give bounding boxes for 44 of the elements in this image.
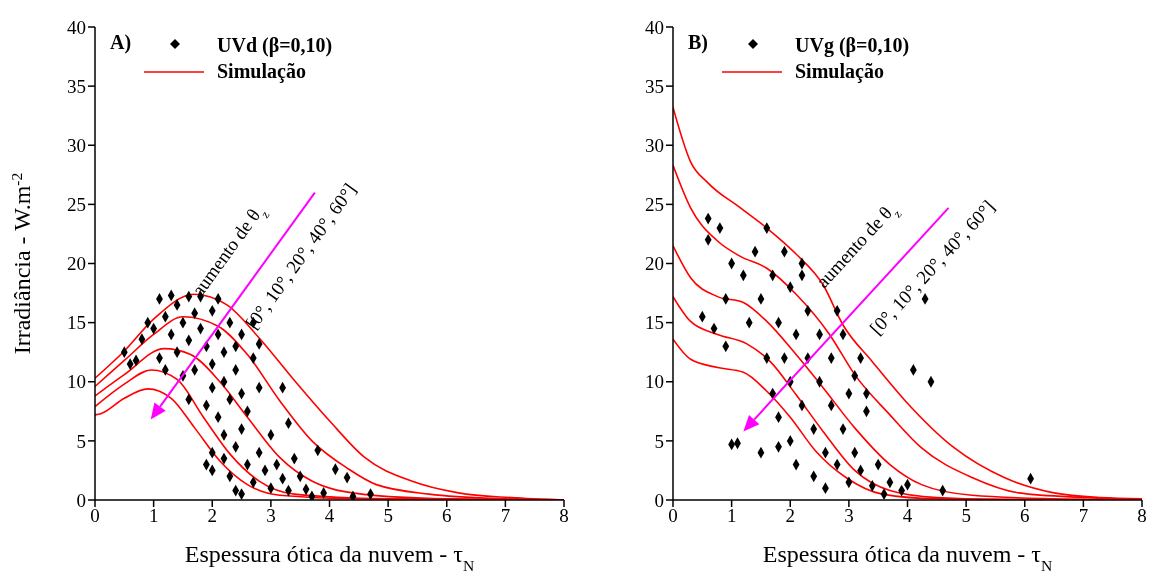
y-tick-label: 40 bbox=[645, 16, 664, 38]
y-tick-label: 15 bbox=[67, 312, 86, 334]
x-tick-label: 8 bbox=[1137, 505, 1147, 527]
y-tick-label: 10 bbox=[67, 371, 86, 393]
y-tick-label: 0 bbox=[654, 489, 664, 511]
x-tick-label: 4 bbox=[324, 505, 335, 527]
y-tick-label: 20 bbox=[67, 253, 86, 275]
y-tick-label: 5 bbox=[654, 430, 664, 452]
x-tick-label: 7 bbox=[500, 505, 511, 527]
y-tick-label: 10 bbox=[645, 371, 664, 393]
legend-label: Simulação bbox=[795, 60, 884, 83]
x-tick-label: 2 bbox=[785, 505, 795, 527]
x-tick-label: 2 bbox=[207, 505, 217, 527]
x-tick-label: 8 bbox=[559, 505, 569, 527]
legend-label: Simulação bbox=[217, 60, 306, 83]
y-tick-label: 40 bbox=[67, 16, 86, 38]
x-tick-label: 1 bbox=[726, 505, 737, 527]
y-tick-label: 35 bbox=[67, 75, 86, 97]
annotation: A) bbox=[110, 31, 132, 54]
y-tick-label: 25 bbox=[67, 194, 86, 216]
x-tick-label: 0 bbox=[90, 505, 100, 527]
y-tick-label: 25 bbox=[645, 194, 664, 216]
x-tick-label: 0 bbox=[668, 505, 678, 527]
x-axis-title: Espessura ótica da nuvem - τ$_{N}$ bbox=[184, 541, 475, 574]
x-tick-label: 1 bbox=[148, 505, 159, 527]
y-tick-label: 0 bbox=[76, 489, 86, 511]
x-tick-label: 5 bbox=[383, 505, 393, 527]
y-tick-label: 15 bbox=[645, 312, 664, 334]
x-tick-label: 7 bbox=[1078, 505, 1089, 527]
annotation: B) bbox=[688, 31, 708, 54]
y-tick-label: 5 bbox=[76, 430, 86, 452]
x-tick-label: 3 bbox=[844, 505, 854, 527]
x-axis-title: Espessura ótica da nuvem - τ$_{N}$ bbox=[762, 541, 1053, 574]
y-tick-label: 20 bbox=[645, 253, 664, 275]
x-tick-label: 6 bbox=[442, 505, 452, 527]
x-tick-label: 5 bbox=[961, 505, 971, 527]
legend-label: UVd (β=0,10) bbox=[217, 34, 333, 57]
x-tick-label: 6 bbox=[1020, 505, 1030, 527]
y-tick-label: 30 bbox=[67, 134, 86, 156]
legend-label: UVg (β=0,10) bbox=[795, 34, 910, 57]
x-tick-label: 4 bbox=[902, 505, 913, 527]
y-tick-label: 35 bbox=[645, 75, 664, 97]
y-tick-label: 30 bbox=[645, 134, 664, 156]
x-tick-label: 3 bbox=[266, 505, 276, 527]
